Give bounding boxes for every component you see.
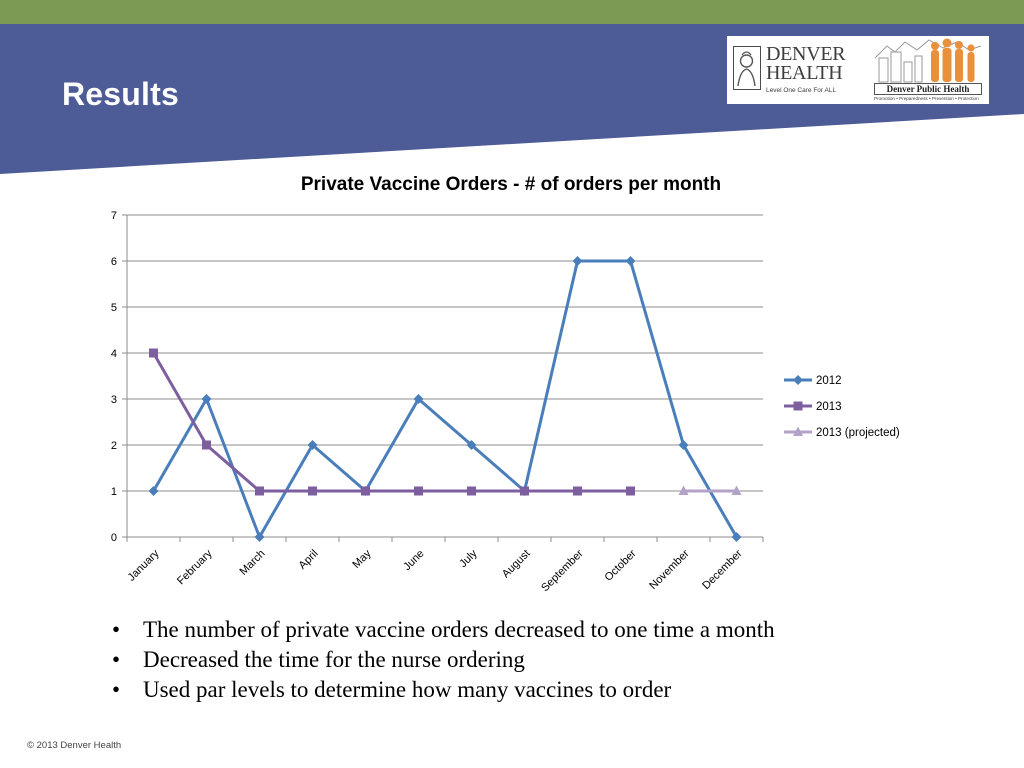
axes bbox=[122, 214, 764, 542]
gridlines bbox=[127, 214, 763, 492]
denver-public-health-skyline-icon bbox=[874, 38, 982, 83]
denver-health-emblem-icon bbox=[733, 46, 761, 90]
bullet-text: Decreased the time for the nurse orderin… bbox=[143, 647, 525, 672]
bullet-item: • Used par levels to determine how many … bbox=[112, 675, 912, 705]
bullet-list: • The number of private vaccine orders d… bbox=[112, 615, 912, 705]
x-tick-label: March bbox=[238, 548, 268, 578]
square-marker bbox=[573, 486, 582, 496]
logo-panel: DENVER HEALTH Level One Care For ALL Den… bbox=[727, 36, 989, 104]
top-accent-stripe bbox=[0, 0, 1024, 24]
square-marker bbox=[149, 348, 158, 358]
triangle-marker bbox=[731, 485, 742, 495]
copyright-footer: © 2013 Denver Health bbox=[27, 740, 122, 751]
denver-public-health-logo-text: Denver Public Health bbox=[874, 83, 982, 95]
bullet-marker: • bbox=[112, 677, 121, 702]
x-axis-tick-labels: January February March April May June July Augu… bbox=[125, 547, 744, 594]
slide-title: Results bbox=[62, 76, 179, 112]
legend: 2012 2013 2013 (projected) bbox=[784, 375, 900, 439]
y-axis-tick-labels: 0 1 2 3 4 5 6 7 bbox=[111, 210, 117, 544]
series-2013-projected bbox=[678, 485, 742, 495]
x-tick-label: February bbox=[175, 547, 215, 587]
bullet-marker: • bbox=[112, 617, 121, 642]
diamond-marker bbox=[466, 440, 477, 450]
y-tick-label: 6 bbox=[111, 256, 117, 268]
diamond-marker bbox=[148, 486, 159, 496]
x-tick-label: December bbox=[700, 547, 745, 592]
y-tick-label: 0 bbox=[111, 532, 117, 544]
x-tick-label: April bbox=[297, 548, 321, 572]
legend-item: 2012 bbox=[784, 375, 842, 387]
x-tick-label: October bbox=[602, 547, 638, 583]
square-marker bbox=[467, 486, 476, 496]
bullet-item: • Decreased the time for the nurse order… bbox=[112, 645, 912, 675]
square-marker bbox=[626, 486, 635, 496]
y-tick-label: 4 bbox=[111, 348, 117, 360]
data-series bbox=[148, 256, 742, 542]
legend-label: 2012 bbox=[816, 375, 842, 387]
triangle-marker bbox=[793, 426, 803, 436]
legend-label: 2013 bbox=[816, 401, 842, 413]
denver-health-logo-text: DENVER HEALTH bbox=[766, 43, 846, 84]
diamond-marker bbox=[413, 394, 424, 404]
diamond-marker bbox=[625, 256, 636, 266]
legend-item: 2013 bbox=[784, 401, 842, 413]
x-tick-label: August bbox=[500, 548, 533, 581]
diamond-marker bbox=[731, 532, 742, 542]
line-chart: Private Vaccine Orders - # of orders per… bbox=[111, 174, 900, 594]
bullet-item: • The number of private vaccine orders d… bbox=[112, 615, 912, 645]
series-line bbox=[152, 352, 631, 493]
diamond-marker bbox=[572, 256, 583, 266]
x-tick-label: January bbox=[125, 547, 162, 584]
denver-health-tagline: Level One Care For ALL bbox=[766, 87, 837, 94]
square-marker bbox=[361, 486, 370, 496]
y-tick-label: 5 bbox=[111, 302, 117, 314]
x-tick-label: June bbox=[401, 548, 426, 573]
legend-label: 2013 (projected) bbox=[816, 427, 900, 439]
triangle-marker bbox=[678, 485, 689, 495]
bullet-text: The number of private vaccine orders dec… bbox=[143, 617, 775, 642]
y-tick-label: 2 bbox=[111, 440, 117, 452]
legend-item: 2013 (projected) bbox=[784, 426, 900, 439]
diamond-marker bbox=[254, 532, 265, 542]
square-marker bbox=[308, 486, 317, 496]
diamond-marker bbox=[793, 375, 803, 385]
x-tick-label: July bbox=[457, 547, 480, 570]
y-tick-label: 3 bbox=[111, 394, 117, 406]
diamond-marker bbox=[307, 440, 318, 450]
series-2013 bbox=[149, 348, 635, 496]
bullet-text: Used par levels to determine how many va… bbox=[143, 677, 672, 702]
y-tick-label: 7 bbox=[111, 210, 117, 222]
square-marker bbox=[414, 486, 423, 496]
x-tick-label: May bbox=[350, 547, 374, 571]
x-tick-label: November bbox=[647, 547, 692, 592]
chart-title: Private Vaccine Orders - # of orders per… bbox=[301, 174, 721, 195]
diamond-marker bbox=[201, 394, 212, 404]
denver-public-health-tagline: Promotion • Preparedness • Prevention • … bbox=[874, 96, 979, 101]
square-marker bbox=[520, 486, 529, 496]
y-tick-label: 1 bbox=[111, 486, 117, 498]
bullet-marker: • bbox=[112, 647, 121, 672]
square-marker bbox=[202, 440, 211, 450]
diamond-marker bbox=[678, 440, 689, 450]
series-line bbox=[152, 259, 738, 539]
square-marker bbox=[255, 486, 264, 496]
square-marker bbox=[793, 401, 803, 411]
x-tick-label: September bbox=[539, 547, 586, 594]
